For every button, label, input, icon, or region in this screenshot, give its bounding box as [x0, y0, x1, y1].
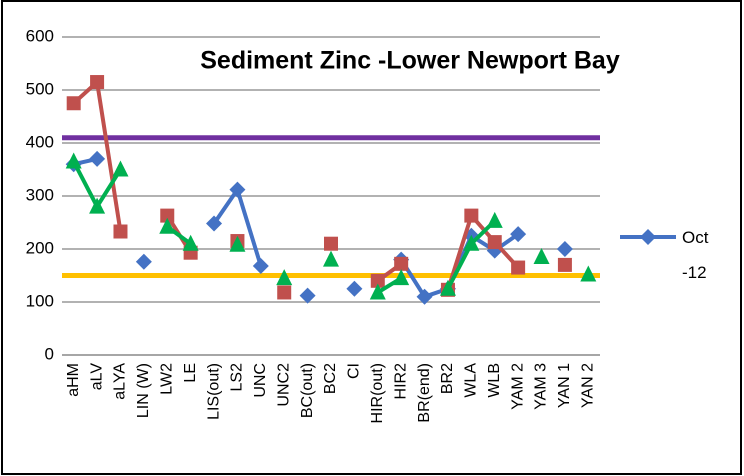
- x-tick-label: YAN 1: [556, 363, 573, 408]
- data-point: [113, 224, 128, 239]
- data-point: [463, 234, 480, 251]
- x-tick-label: LW2: [158, 363, 175, 395]
- data-point: [90, 75, 105, 90]
- data-point: [556, 241, 573, 257]
- legend-marker: [640, 229, 656, 245]
- x-tick-label: LS2: [229, 363, 246, 392]
- data-point: [580, 265, 597, 282]
- y-tick-label: 500: [26, 79, 54, 98]
- data-point: [464, 208, 479, 223]
- x-tick-label: BR(end): [416, 363, 433, 423]
- data-point: [393, 269, 410, 286]
- x-tick-label: BR2: [439, 363, 456, 394]
- x-tick-label: YAN 2: [580, 363, 597, 408]
- chart-title: Sediment Zinc -Lower Newport Bay: [200, 47, 620, 75]
- data-point: [276, 269, 293, 286]
- x-tick-label: HIR(out): [369, 363, 386, 423]
- data-point: [65, 152, 82, 169]
- x-tick-label: LIN (W): [135, 363, 152, 418]
- data-point: [486, 211, 503, 228]
- data-point: [533, 247, 550, 264]
- x-tick-label: HIR2: [392, 363, 409, 400]
- x-tick-label: YAM 3: [533, 363, 550, 410]
- y-tick-label: 300: [26, 185, 54, 204]
- data-point: [511, 260, 526, 275]
- data-point: [370, 273, 385, 288]
- y-tick-label: 400: [26, 132, 54, 151]
- data-point: [324, 236, 338, 251]
- data-point: [159, 217, 176, 234]
- x-tick-label: BC2: [322, 363, 339, 394]
- data-point: [346, 280, 363, 297]
- data-point: [135, 253, 152, 270]
- data-point: [416, 288, 433, 305]
- x-tick-label: BC(out): [299, 363, 316, 418]
- data-point: [160, 208, 175, 223]
- y-tick-label: 600: [26, 26, 54, 45]
- data-point: [557, 257, 572, 272]
- x-tick-label: CI: [346, 363, 363, 379]
- y-tick-label: 0: [45, 344, 54, 363]
- data-point: [206, 215, 223, 232]
- x-tick-label: LIS(out): [205, 363, 222, 420]
- data-point: [112, 160, 129, 177]
- x-tick-label: LE: [182, 363, 199, 383]
- data-point: [89, 197, 106, 214]
- data-point: [487, 235, 502, 250]
- data-point: [299, 287, 316, 304]
- data-point: [229, 181, 246, 198]
- data-point: [229, 235, 246, 252]
- data-point: [323, 250, 339, 267]
- data-point: [369, 283, 386, 300]
- x-tick-label: WLA: [463, 363, 480, 398]
- series-line: [74, 162, 589, 293]
- data-point: [277, 285, 292, 300]
- x-tick-label: aLV: [88, 363, 105, 391]
- x-tick-label: UNC2: [275, 363, 292, 407]
- x-tick-label: UNC: [252, 363, 269, 398]
- x-tick-label: aHM: [65, 363, 82, 397]
- x-tick-label: YAM 2: [509, 363, 526, 410]
- x-tick-label: aLYA: [112, 363, 129, 400]
- data-point: [510, 226, 527, 243]
- y-tick-label: 200: [26, 238, 54, 257]
- data-point: [66, 96, 81, 111]
- data-point: [439, 279, 456, 296]
- legend-label: Oct -12: [682, 228, 709, 282]
- data-point: [89, 150, 106, 167]
- x-tick-label: WLB: [486, 363, 503, 398]
- y-tick-label: 100: [26, 291, 54, 310]
- data-point: [394, 256, 409, 271]
- data-point: [252, 257, 269, 274]
- data-point: [182, 234, 199, 251]
